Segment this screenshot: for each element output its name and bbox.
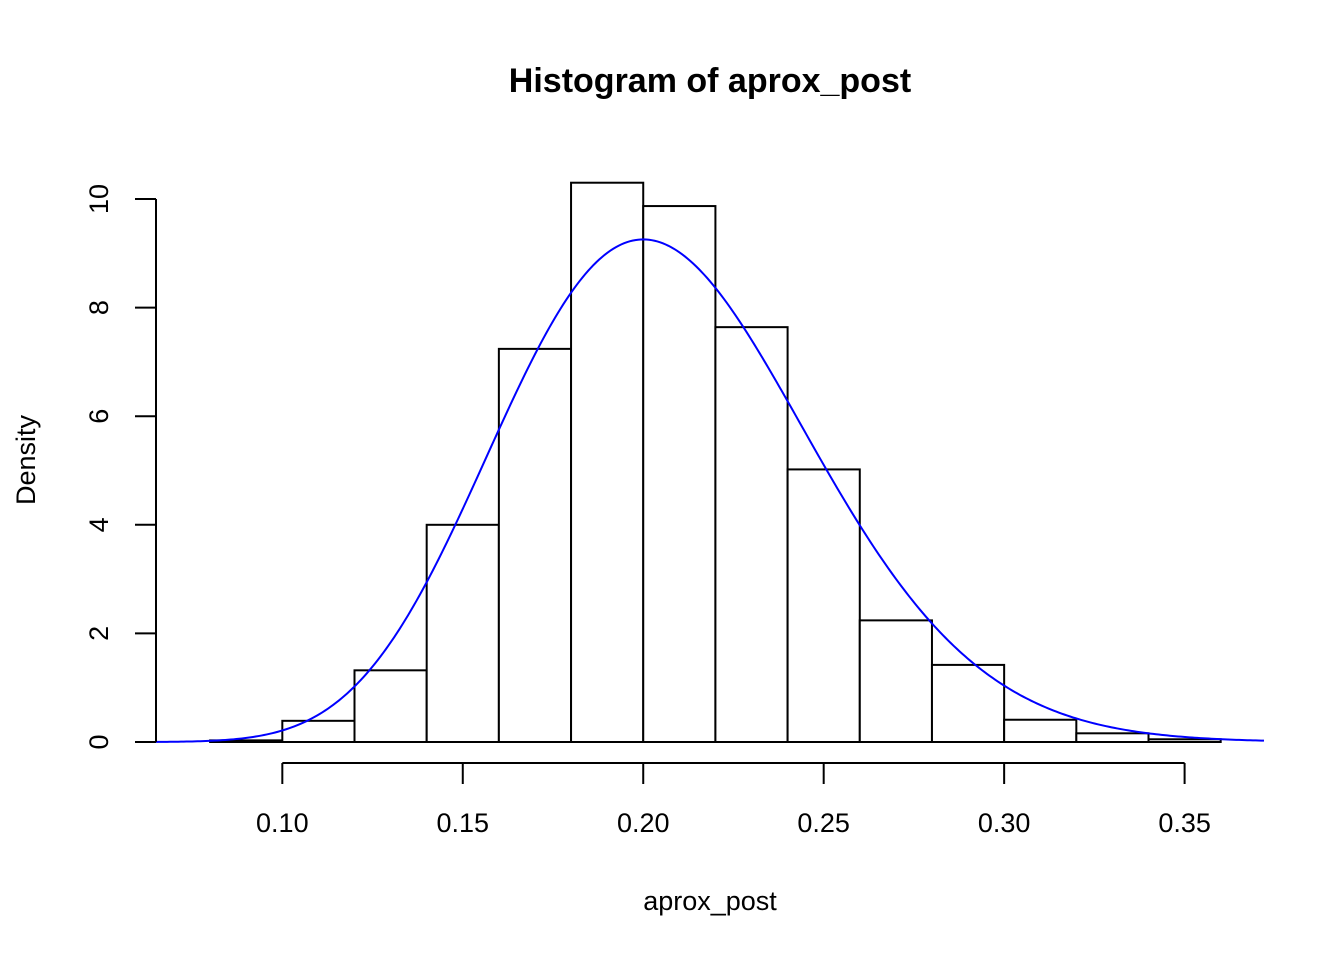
histogram-bar xyxy=(786,468,861,743)
x-axis-label: aprox_post xyxy=(643,886,777,916)
y-tick-label: 2 xyxy=(84,626,114,641)
histogram-bar xyxy=(570,181,645,744)
histogram-bar xyxy=(642,205,717,743)
y-tick-label: 6 xyxy=(84,409,114,424)
chart-title: Histogram of aprox_post xyxy=(509,62,911,100)
histogram-bar xyxy=(425,523,500,744)
histogram-bar xyxy=(281,719,356,743)
plot-area xyxy=(155,181,1265,744)
x-tick-label: 0.35 xyxy=(1158,808,1211,838)
histogram-bar xyxy=(858,619,933,743)
histogram-bar xyxy=(1075,732,1150,743)
y-tick-label: 0 xyxy=(84,734,114,749)
y-tick-label: 8 xyxy=(84,300,114,315)
y-tick-label: 4 xyxy=(84,517,114,532)
x-tick-label: 0.25 xyxy=(797,808,850,838)
x-tick-label: 0.20 xyxy=(617,808,670,838)
bars xyxy=(209,181,1222,744)
x-axis: 0.10 0.15 0.20 0.25 0.30 0.35 xyxy=(256,762,1211,838)
histogram-bar xyxy=(714,326,789,743)
y-axis: 0 2 4 6 8 10 xyxy=(84,184,157,750)
histogram-bar xyxy=(930,663,1006,744)
x-tick-label: 0.30 xyxy=(978,808,1031,838)
y-tick-label: 10 xyxy=(84,184,114,214)
x-tick-label: 0.15 xyxy=(436,808,489,838)
histogram-bar xyxy=(353,669,428,744)
x-tick-label: 0.10 xyxy=(256,808,309,838)
density-curve xyxy=(155,238,1265,743)
histogram-bar xyxy=(1003,718,1078,743)
y-axis-label: Density xyxy=(11,414,41,505)
